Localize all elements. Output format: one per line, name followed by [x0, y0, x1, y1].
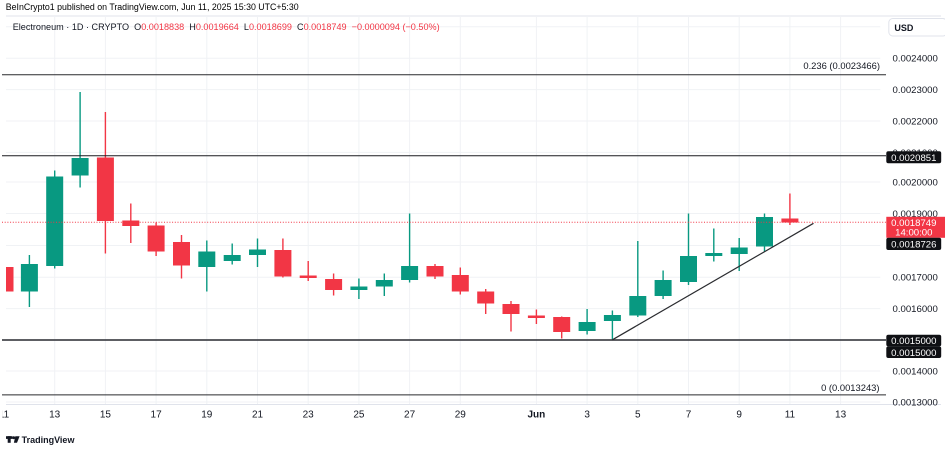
- svg-text:0.0016000: 0.0016000: [893, 304, 938, 315]
- svg-text:0.0015000: 0.0015000: [891, 348, 936, 359]
- svg-text:27: 27: [404, 410, 416, 421]
- svg-text:0.0014000: 0.0014000: [893, 366, 938, 377]
- svg-text:9: 9: [736, 410, 742, 421]
- svg-text:15: 15: [100, 410, 112, 421]
- svg-text:11: 11: [0, 410, 10, 421]
- svg-text:Electroneum · 1D · CRYPTO O0.: Electroneum · 1D · CRYPTO O0.0018838 H0.…: [13, 22, 440, 32]
- svg-text:0.236 (0.0023466): 0.236 (0.0023466): [803, 60, 880, 71]
- svg-text:25: 25: [353, 410, 365, 421]
- svg-text:0.0020000: 0.0020000: [893, 177, 938, 188]
- svg-text:17: 17: [151, 410, 163, 421]
- svg-text:13: 13: [49, 410, 61, 421]
- svg-text:0.0017000: 0.0017000: [893, 273, 938, 284]
- svg-text:0.0019000: 0.0019000: [893, 209, 938, 220]
- svg-text:19: 19: [201, 410, 213, 421]
- svg-text:TradingView: TradingView: [22, 435, 76, 445]
- svg-text:0.0018726: 0.0018726: [891, 240, 936, 251]
- svg-text:14:00:00: 14:00:00: [895, 228, 932, 239]
- svg-text:0.0024000: 0.0024000: [893, 54, 938, 65]
- svg-text:0.0020851: 0.0020851: [891, 153, 936, 164]
- svg-text:0.0018749: 0.0018749: [891, 218, 936, 229]
- svg-text:0.0013000: 0.0013000: [893, 397, 938, 408]
- svg-text:0.0015000: 0.0015000: [891, 336, 936, 347]
- svg-text:0.0023000: 0.0023000: [893, 85, 938, 96]
- svg-text:USD: USD: [894, 23, 914, 33]
- svg-text:21: 21: [252, 410, 264, 421]
- svg-text:29: 29: [455, 410, 467, 421]
- svg-text:11: 11: [785, 410, 796, 421]
- svg-text:BeInCrypto1 published on Tradi: BeInCrypto1 published on TradingView.com…: [6, 2, 299, 12]
- svg-text:0.0022000: 0.0022000: [893, 116, 938, 127]
- svg-text:7: 7: [686, 410, 692, 421]
- svg-text:Jun: Jun: [528, 410, 546, 421]
- svg-text:5: 5: [635, 410, 641, 421]
- svg-text:3: 3: [584, 410, 590, 421]
- svg-text:13: 13: [835, 410, 847, 421]
- svg-text:23: 23: [303, 410, 315, 421]
- svg-text:0 (0.0013243): 0 (0.0013243): [821, 382, 879, 393]
